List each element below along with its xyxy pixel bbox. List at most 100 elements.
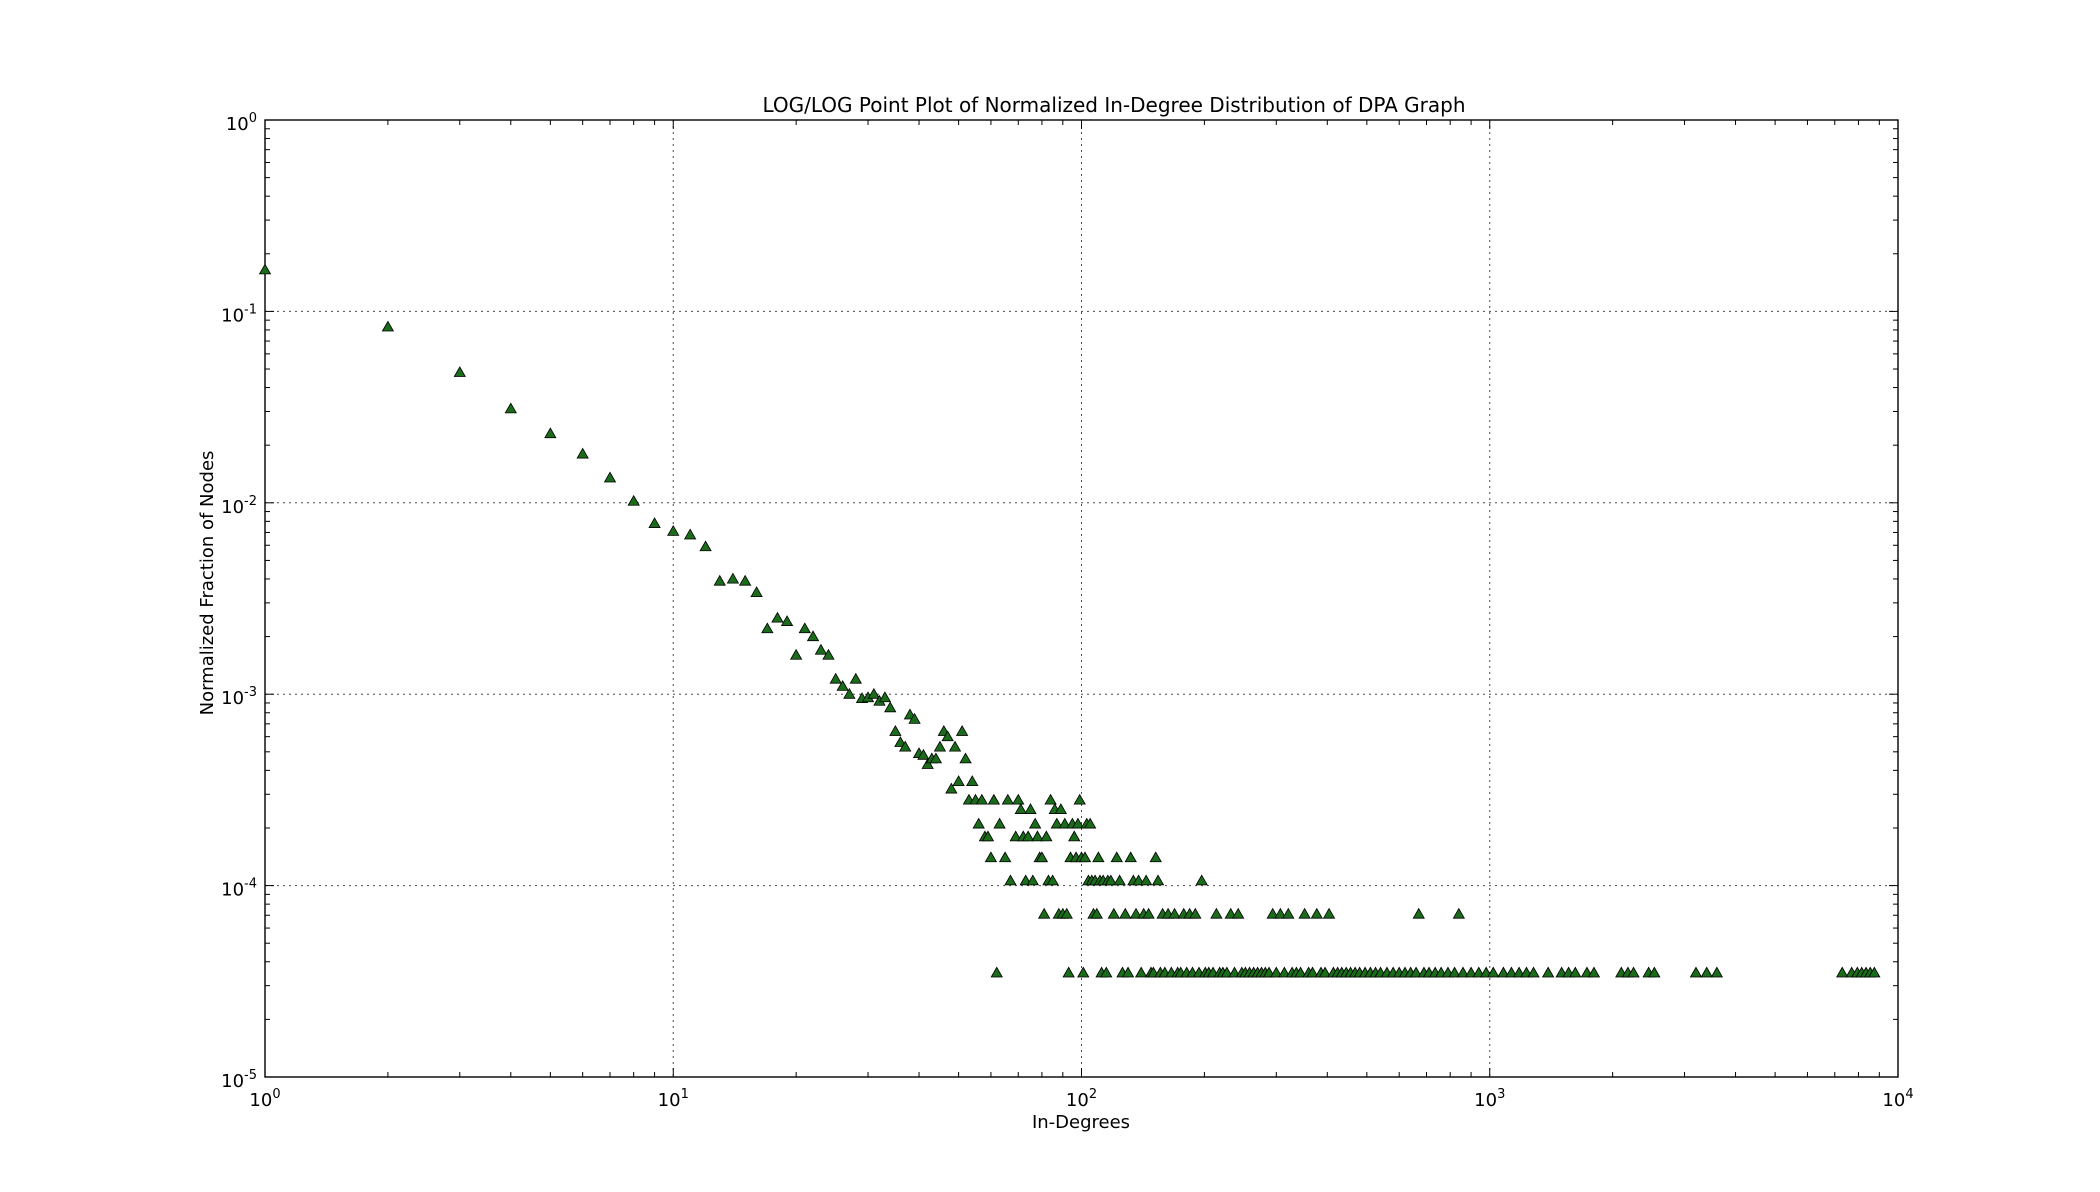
data-point — [1113, 874, 1126, 886]
data-point — [1710, 966, 1724, 978]
data-point — [798, 622, 811, 634]
data-point — [699, 540, 712, 552]
data-point — [975, 793, 989, 805]
data-point — [738, 574, 752, 586]
data-point — [1073, 793, 1086, 805]
data-point — [1004, 874, 1017, 886]
x-tick-labels: 100 101 102 103 104 — [249, 1087, 1913, 1111]
x-tick-label: 101 — [658, 1087, 689, 1111]
data-point — [1054, 803, 1068, 814]
data-point — [1134, 966, 1148, 978]
data-point — [1104, 874, 1118, 886]
data-point — [945, 782, 958, 794]
axis-ticks — [264, 119, 1899, 1078]
data-point — [1060, 907, 1073, 919]
data-point — [1298, 907, 1311, 919]
data-point — [822, 648, 835, 660]
data-point — [381, 320, 395, 332]
data-point — [966, 775, 979, 786]
data-point — [1700, 966, 1713, 978]
y-tick-label: 10-2 — [221, 494, 257, 518]
data-point — [1868, 966, 1881, 978]
data-point — [453, 366, 466, 377]
data-point — [1001, 793, 1015, 805]
data-point — [829, 672, 842, 684]
data-point — [1083, 817, 1097, 829]
data-point — [1121, 966, 1135, 978]
data-point — [780, 615, 794, 626]
data-point — [1078, 851, 1092, 863]
data-point — [948, 740, 962, 752]
data-point — [667, 524, 680, 536]
data-point — [1448, 966, 1461, 978]
data-point — [814, 643, 828, 655]
y-tick-label: 10-5 — [221, 1068, 257, 1092]
data-point — [1124, 851, 1137, 863]
data-point — [894, 736, 907, 747]
y-tick-label: 10-1 — [221, 302, 257, 326]
data-point — [908, 712, 921, 724]
data-point — [843, 687, 856, 699]
data-point — [1274, 907, 1287, 919]
data-point — [1142, 907, 1155, 919]
data-point — [1132, 874, 1145, 886]
x-tick-label: 102 — [1066, 1087, 1097, 1111]
data-point — [1306, 966, 1319, 978]
data-point — [648, 517, 661, 528]
data-point — [1266, 907, 1279, 919]
data-point — [884, 701, 897, 713]
data-point — [683, 528, 697, 540]
data-point — [1505, 966, 1518, 978]
data-point — [1107, 907, 1121, 919]
x-tick-label: 104 — [1882, 1087, 1913, 1111]
x-tick-label: 100 — [249, 1087, 280, 1111]
data-point — [544, 427, 557, 439]
data-point — [1456, 966, 1470, 978]
data-point — [1028, 817, 1042, 829]
data-point — [849, 672, 862, 684]
data-point — [1472, 966, 1485, 978]
data-point — [1210, 907, 1223, 919]
data-point — [726, 572, 740, 584]
data-point — [990, 966, 1003, 978]
data-point — [929, 752, 943, 764]
data-point — [576, 447, 589, 459]
data-point — [1627, 966, 1640, 978]
x-axis-label: In-Degrees — [1032, 1112, 1130, 1133]
data-point — [878, 691, 892, 703]
data-point — [1294, 966, 1307, 978]
data-point — [1409, 966, 1423, 978]
y-tick-label: 100 — [226, 111, 257, 135]
data-point — [959, 752, 972, 764]
data-point — [1090, 907, 1103, 919]
data-point — [1452, 907, 1466, 919]
y-tick-label: 10-3 — [221, 685, 257, 709]
data-point — [1068, 830, 1081, 842]
data-point — [771, 611, 784, 623]
data-point — [917, 748, 930, 760]
data-point — [1464, 966, 1478, 978]
data-point — [987, 793, 1001, 805]
data-point — [750, 586, 763, 597]
x-tick-label: 103 — [1474, 1087, 1505, 1111]
data-point — [1040, 830, 1053, 842]
data-point — [1282, 907, 1295, 919]
data-point — [627, 494, 640, 506]
data-point — [504, 402, 517, 414]
data-point — [972, 817, 985, 829]
data-point — [1031, 830, 1044, 842]
data-point — [1119, 907, 1132, 919]
data-point — [789, 648, 803, 660]
data-point — [1035, 851, 1049, 863]
data-point — [1232, 907, 1245, 919]
data-point — [1512, 966, 1526, 978]
data-point — [1058, 817, 1071, 829]
data-point — [1689, 966, 1703, 978]
data-point — [1168, 907, 1181, 919]
data-point — [1139, 874, 1153, 886]
data-point — [1024, 803, 1037, 814]
data-point — [1012, 793, 1025, 805]
data-point — [836, 679, 849, 691]
